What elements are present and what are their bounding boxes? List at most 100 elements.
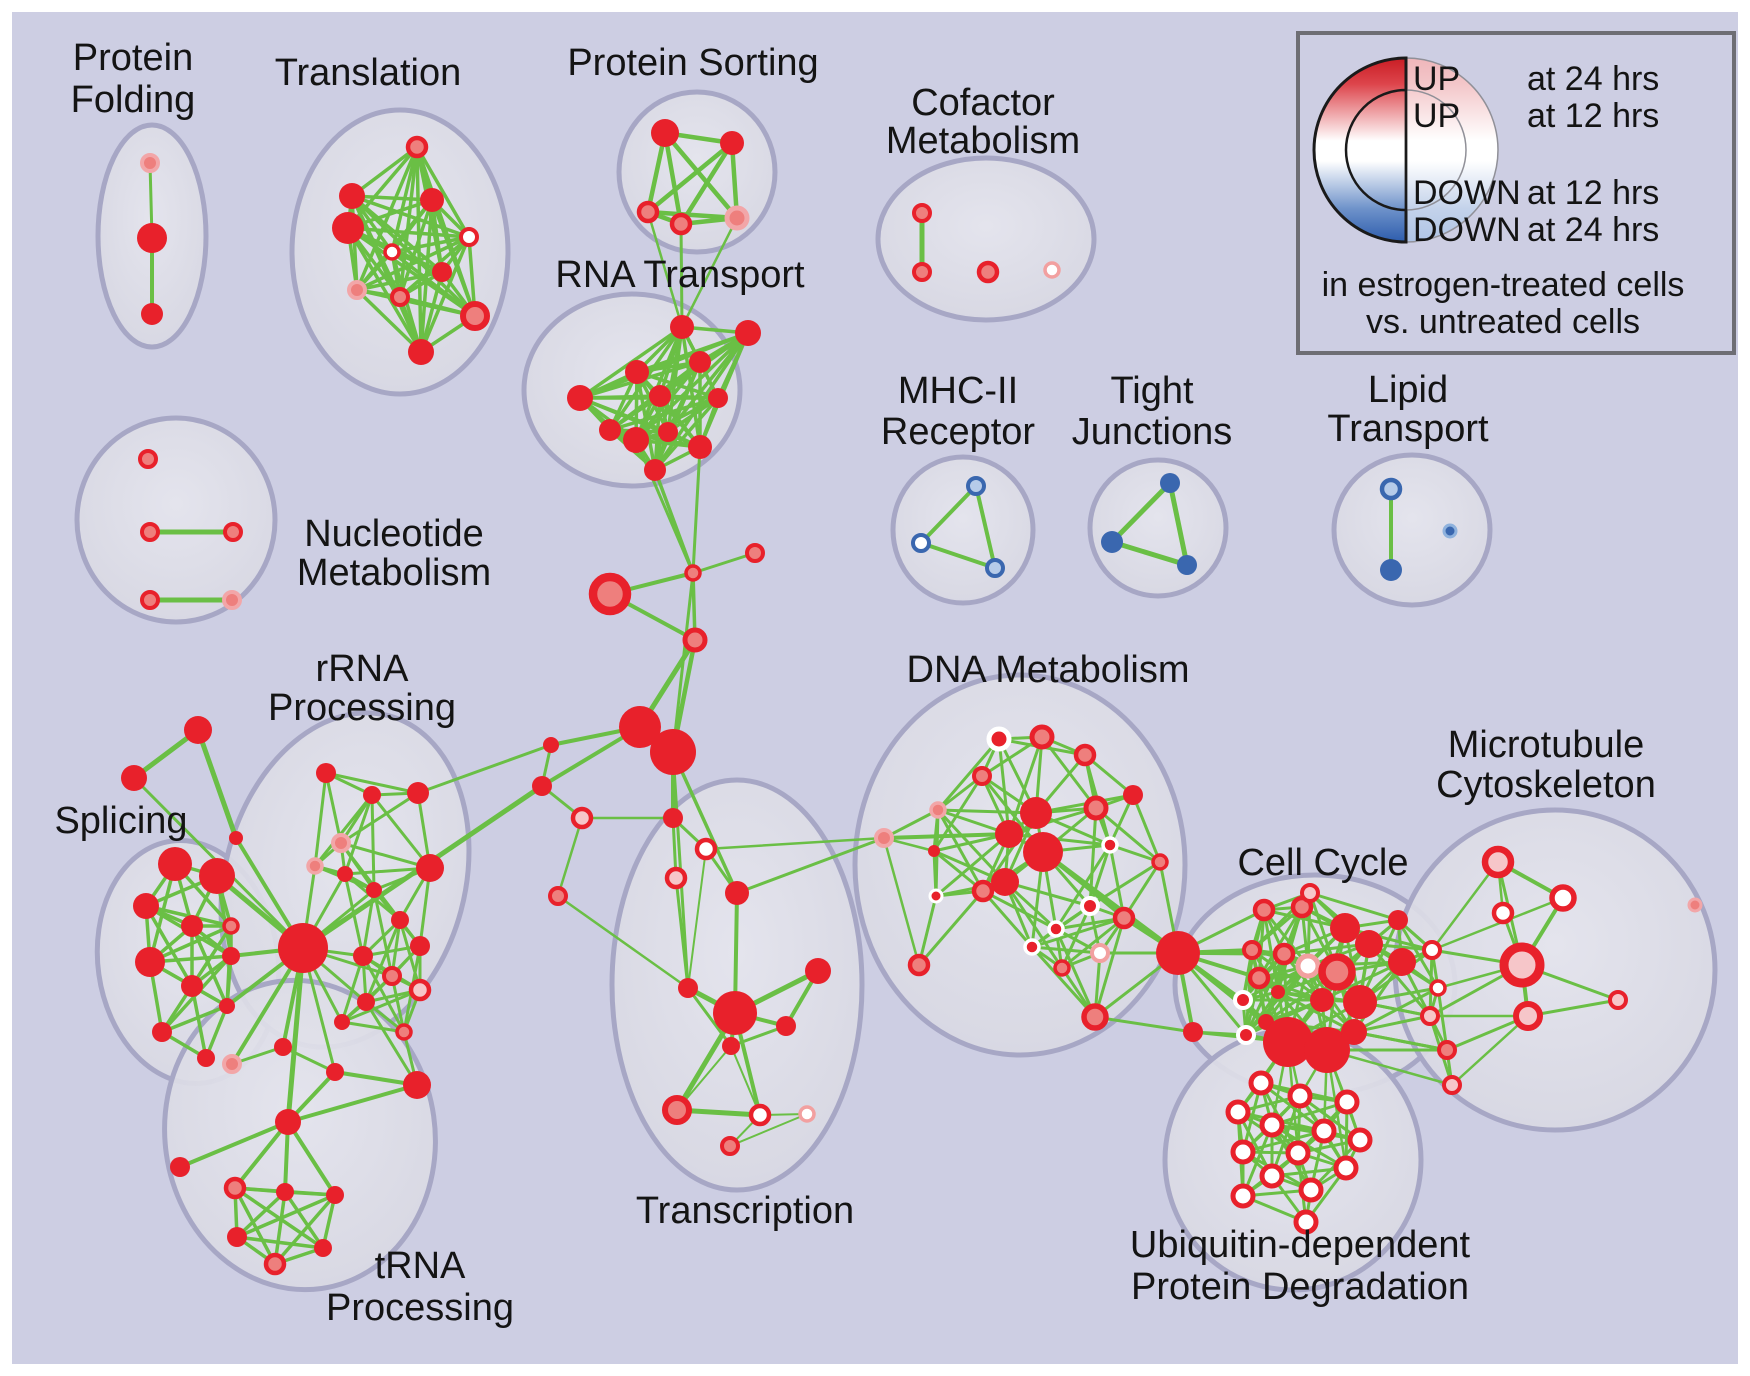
cluster-label-trna-processing-line1: tRNA xyxy=(375,1245,466,1287)
node-cc6 xyxy=(1272,942,1296,966)
node-cc18 xyxy=(1341,1019,1367,1045)
edge xyxy=(735,836,886,895)
node-cc10 xyxy=(1233,990,1253,1010)
cluster-label-tight-junctions-line1: Tight xyxy=(1110,370,1194,412)
node-tl11 xyxy=(408,339,434,365)
node-dn12 xyxy=(928,845,940,857)
node-cc16 xyxy=(1263,1017,1313,1067)
edge xyxy=(932,849,938,898)
edge xyxy=(645,209,740,221)
edge xyxy=(1054,916,1126,931)
edge xyxy=(1436,986,1449,1052)
node-tc10 xyxy=(662,1095,692,1125)
edge xyxy=(882,836,921,967)
edge xyxy=(1450,1014,1530,1087)
node-nm4 xyxy=(140,590,160,610)
node-lp2 xyxy=(1380,559,1402,581)
edge xyxy=(917,889,985,967)
edge xyxy=(160,1004,229,1034)
edge xyxy=(674,876,690,990)
node-rr14 xyxy=(408,978,432,1002)
node-ub5 xyxy=(1259,1112,1285,1138)
edge xyxy=(340,988,422,1024)
node-tn4 xyxy=(403,1071,431,1099)
edge xyxy=(932,774,984,853)
edge xyxy=(1131,793,1162,864)
node-tc8 xyxy=(776,1016,796,1036)
edge xyxy=(653,468,695,575)
edge xyxy=(1007,832,1112,847)
edge xyxy=(339,791,420,845)
node-tc1 xyxy=(663,808,683,828)
cluster-ellipse-dna-metabolism xyxy=(852,672,1188,1058)
node-ub13 xyxy=(1230,1183,1256,1209)
node-dn15 xyxy=(928,888,944,904)
node-rt5 xyxy=(567,385,593,411)
node-tl7 xyxy=(432,262,452,282)
edge xyxy=(416,743,553,795)
edge xyxy=(1109,539,1190,568)
node-rr6 xyxy=(337,866,353,882)
node-dn4 xyxy=(972,766,992,786)
edge xyxy=(1259,1081,1326,1133)
cluster-ellipse-lipid-transport xyxy=(1331,452,1493,608)
node-tc5 xyxy=(678,978,698,998)
edge xyxy=(981,889,1058,931)
node-ub12 xyxy=(1298,1177,1324,1203)
node-dn10 xyxy=(1023,832,1063,872)
node-tc13 xyxy=(720,1136,740,1156)
node-cc8 xyxy=(1318,953,1356,991)
node-ub2 xyxy=(1287,1083,1313,1109)
edge xyxy=(1030,916,1126,949)
legend-time-1: at 24 hrs xyxy=(1527,60,1659,98)
edge xyxy=(1352,1030,1449,1052)
node-mcb3 xyxy=(1420,1006,1440,1026)
cluster-label-cell-cycle: Cell Cycle xyxy=(1237,842,1408,884)
edge xyxy=(1270,1123,1348,1170)
node-cc12 xyxy=(1310,988,1334,1012)
cluster-ellipse-cofactor-metabolism xyxy=(875,155,1097,323)
edge xyxy=(355,288,423,354)
node-mh2 xyxy=(911,533,931,553)
edge xyxy=(372,888,394,978)
edge xyxy=(286,1083,419,1124)
cluster-label-microtubule-cytoskeleton-line1: Microtubule xyxy=(1448,724,1644,766)
edge xyxy=(370,793,376,892)
edge xyxy=(1352,960,1404,1034)
edge xyxy=(686,986,733,1048)
node-f5 xyxy=(532,776,552,796)
edge xyxy=(1093,916,1126,1019)
node-dn8 xyxy=(1020,797,1052,829)
node-ps5 xyxy=(724,205,750,231)
edge xyxy=(283,1190,325,1250)
cluster-label-mhc-ii-receptor-line1: MHC-II xyxy=(898,370,1018,412)
edge xyxy=(1270,1094,1302,1178)
node-tc6 xyxy=(713,991,757,1035)
node-tc11 xyxy=(748,1103,772,1127)
edge xyxy=(1054,927,1097,1019)
edge xyxy=(556,894,690,990)
node-dn16 xyxy=(971,879,995,903)
legend-ring-half xyxy=(1405,89,1467,211)
node-ub3 xyxy=(1334,1089,1360,1115)
edge xyxy=(355,270,444,292)
node-dn13 xyxy=(1101,836,1119,854)
edge xyxy=(1167,480,1190,568)
node-cc3 xyxy=(1330,913,1360,943)
edge xyxy=(324,771,343,845)
node-tc2 xyxy=(694,837,718,861)
node-rt7 xyxy=(708,388,728,408)
node-mh3 xyxy=(985,558,1005,578)
edge xyxy=(936,808,1038,815)
node-tc4 xyxy=(725,881,749,905)
node-sp2 xyxy=(199,858,235,894)
cluster-label-translation: Translation xyxy=(275,52,462,94)
node-tc9 xyxy=(722,1037,740,1055)
cluster-label-rrna-processing-line2: Processing xyxy=(268,687,456,729)
node-rr8 xyxy=(366,882,382,898)
node-cf1 xyxy=(912,203,932,223)
edge xyxy=(662,130,684,227)
edge xyxy=(233,1186,277,1266)
